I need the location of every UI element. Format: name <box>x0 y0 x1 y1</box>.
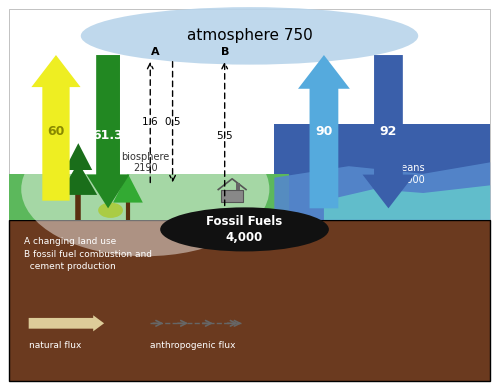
FancyBboxPatch shape <box>9 220 490 381</box>
Text: A changing land use: A changing land use <box>24 237 116 246</box>
Text: oceans
40,000: oceans 40,000 <box>391 163 426 185</box>
Text: B: B <box>221 47 229 57</box>
Polygon shape <box>113 174 143 203</box>
Polygon shape <box>324 185 490 220</box>
Text: 92: 92 <box>380 125 397 138</box>
Ellipse shape <box>21 122 269 256</box>
FancyArrow shape <box>28 315 104 331</box>
Ellipse shape <box>160 207 329 251</box>
Text: anthropogenic flux: anthropogenic flux <box>150 340 236 350</box>
Text: 60: 60 <box>47 125 65 138</box>
Text: Fossil Fuels
4,000: Fossil Fuels 4,000 <box>207 215 282 244</box>
FancyArrow shape <box>87 55 130 208</box>
FancyArrow shape <box>363 55 414 208</box>
Text: natural flux: natural flux <box>28 340 81 350</box>
Polygon shape <box>59 163 97 195</box>
Text: 90: 90 <box>315 125 333 138</box>
Ellipse shape <box>81 7 418 64</box>
FancyBboxPatch shape <box>9 9 490 381</box>
Ellipse shape <box>98 203 123 218</box>
FancyBboxPatch shape <box>236 183 240 190</box>
Text: 5.5: 5.5 <box>217 130 233 141</box>
Polygon shape <box>274 163 490 220</box>
Text: 61.3: 61.3 <box>93 129 123 142</box>
FancyBboxPatch shape <box>221 190 243 202</box>
Text: 1.6: 1.6 <box>142 117 159 127</box>
Polygon shape <box>64 143 92 170</box>
Polygon shape <box>274 124 490 220</box>
FancyArrow shape <box>31 55 80 201</box>
Polygon shape <box>9 174 289 220</box>
Text: atmosphere 750: atmosphere 750 <box>187 29 312 43</box>
Text: biosphere
2190: biosphere 2190 <box>121 152 170 173</box>
Text: 0.5: 0.5 <box>164 117 181 127</box>
FancyArrow shape <box>298 55 350 208</box>
Text: A: A <box>151 47 160 57</box>
Text: B fossil fuel combustion and
  cement production: B fossil fuel combustion and cement prod… <box>24 251 152 271</box>
